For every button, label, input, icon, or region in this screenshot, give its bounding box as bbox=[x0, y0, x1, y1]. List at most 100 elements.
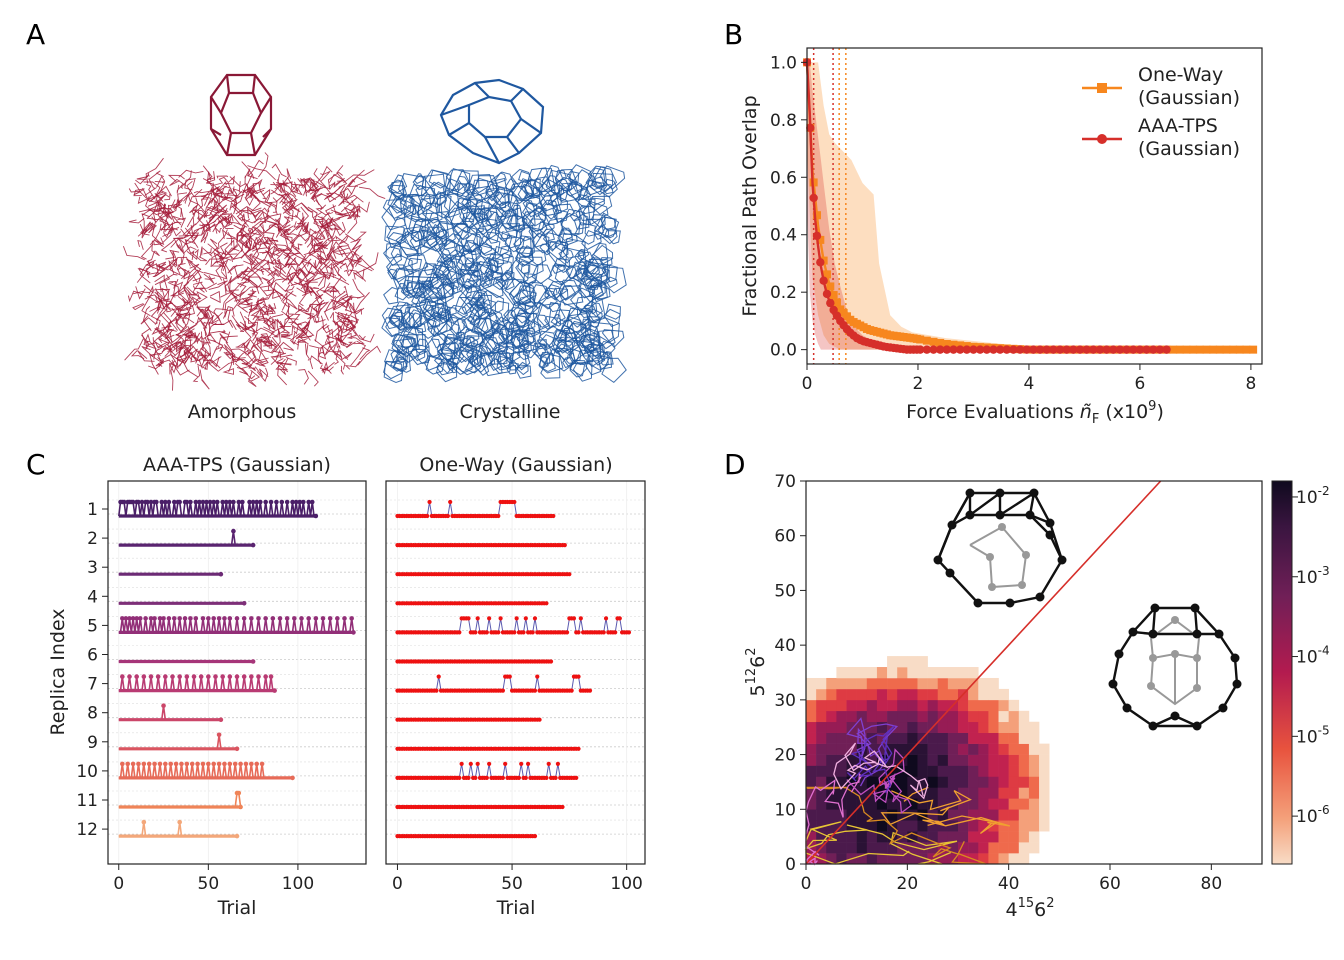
replica-dot bbox=[571, 616, 577, 621]
y-tick-label: 60 bbox=[774, 527, 796, 547]
heat-cell bbox=[876, 743, 888, 755]
amorphous-strand bbox=[319, 257, 346, 266]
amorphous-strand bbox=[139, 261, 152, 284]
heat-cell bbox=[968, 765, 979, 777]
point-oneway bbox=[832, 298, 841, 307]
heat-cell bbox=[968, 721, 979, 733]
amorphous-strand bbox=[199, 224, 205, 242]
replica-spike bbox=[349, 616, 354, 621]
replica-spike bbox=[120, 616, 125, 621]
replica-spike bbox=[184, 761, 190, 767]
heat-cell bbox=[866, 820, 878, 832]
replica-dot bbox=[537, 717, 542, 722]
crystalline-ring bbox=[504, 277, 525, 299]
replica-spike bbox=[188, 499, 193, 505]
amorphous-strand bbox=[158, 297, 180, 312]
heat-cell bbox=[816, 776, 827, 788]
replica-spike bbox=[177, 819, 182, 825]
heat-cell bbox=[937, 853, 949, 865]
amorphous-strand bbox=[269, 258, 280, 267]
amorphous-strand bbox=[333, 300, 350, 308]
replica-dot bbox=[475, 616, 480, 621]
heat-cell bbox=[856, 754, 868, 766]
amorphous-strand bbox=[288, 198, 301, 213]
amorphous-strand bbox=[328, 217, 341, 227]
crystalline-ring bbox=[409, 229, 438, 257]
amorphous-strand bbox=[316, 251, 332, 262]
crystalline-ring bbox=[547, 240, 569, 261]
amorphous-strand bbox=[300, 269, 319, 286]
heat-cell bbox=[988, 853, 999, 865]
amorphous-strand bbox=[293, 323, 303, 335]
amorphous-strand bbox=[156, 298, 162, 314]
colorbar-tick-label: 10-6 bbox=[1296, 803, 1330, 827]
crystalline-ring bbox=[599, 165, 626, 190]
amorphous-strand bbox=[326, 194, 343, 203]
amorphous-strand bbox=[300, 331, 312, 339]
point-oneway bbox=[826, 282, 835, 291]
amorphous-strand bbox=[270, 339, 278, 353]
legend-oneway-line1: One-Way bbox=[1138, 64, 1223, 86]
amorphous-strand bbox=[170, 238, 184, 252]
crystalline-ring bbox=[388, 180, 407, 200]
crystalline-ring bbox=[533, 168, 556, 193]
heat-cell bbox=[988, 820, 999, 832]
amorphous-strand bbox=[340, 365, 344, 375]
amorphous-strand bbox=[230, 198, 238, 215]
crystalline-ring bbox=[493, 252, 514, 275]
amorphous-strand bbox=[254, 316, 265, 320]
amorphous-strand bbox=[130, 350, 145, 360]
amorphous-strand bbox=[335, 317, 351, 328]
amorphous-strand bbox=[353, 302, 362, 315]
replica-spike bbox=[191, 674, 197, 679]
heat-cell bbox=[1018, 809, 1030, 821]
crystalline-ring bbox=[521, 281, 550, 310]
amorphous-strand bbox=[206, 208, 229, 214]
amorphous-strand bbox=[195, 311, 208, 325]
amorphous-strand bbox=[271, 189, 283, 196]
replica-dot bbox=[532, 688, 538, 693]
diagonal-line bbox=[805, 480, 1162, 865]
heat-cell bbox=[978, 787, 989, 799]
crystalline-ring bbox=[425, 354, 445, 375]
replica-dot bbox=[576, 746, 581, 751]
heat-cell bbox=[816, 743, 827, 755]
point-aaa bbox=[812, 231, 822, 241]
heat-cell bbox=[927, 853, 939, 865]
crystalline-ring bbox=[452, 222, 470, 241]
replica-spike bbox=[234, 674, 240, 679]
amorphous-strand bbox=[187, 223, 200, 241]
amorphous-strand bbox=[192, 333, 211, 344]
amorphous-strand bbox=[230, 286, 259, 297]
crystalline-ring bbox=[510, 199, 536, 221]
amorphous-strand bbox=[223, 175, 235, 186]
amorphous-strand bbox=[279, 314, 294, 331]
replica-dot bbox=[535, 674, 540, 679]
replica-spike bbox=[134, 674, 139, 679]
heat-cell bbox=[958, 853, 969, 865]
replica-spike bbox=[148, 674, 154, 679]
amorphous-strand bbox=[322, 290, 337, 293]
heat-cell bbox=[978, 732, 989, 744]
crystalline-ring bbox=[550, 185, 561, 196]
heat-cell bbox=[846, 699, 857, 712]
heat-cell bbox=[937, 732, 949, 744]
heat-cell bbox=[917, 688, 928, 701]
amorphous-strand bbox=[319, 287, 335, 299]
replica-dot bbox=[512, 630, 517, 635]
amorphous-strand bbox=[252, 240, 262, 265]
amorphous-strand bbox=[346, 325, 358, 340]
heat-cell bbox=[887, 667, 898, 679]
point-oneway bbox=[942, 340, 951, 349]
heat-cell bbox=[917, 656, 928, 668]
amorphous-strand bbox=[182, 344, 202, 357]
amorphous-strand bbox=[303, 221, 309, 232]
replica-spike bbox=[254, 761, 260, 767]
crystalline-ring bbox=[505, 256, 530, 284]
heat-cell bbox=[846, 732, 857, 744]
amorphous-strand bbox=[164, 203, 170, 215]
crystalline-ring bbox=[478, 235, 501, 256]
heat-cell bbox=[826, 732, 837, 744]
crystalline-ring bbox=[389, 345, 412, 373]
amorphous-strand bbox=[192, 276, 202, 300]
